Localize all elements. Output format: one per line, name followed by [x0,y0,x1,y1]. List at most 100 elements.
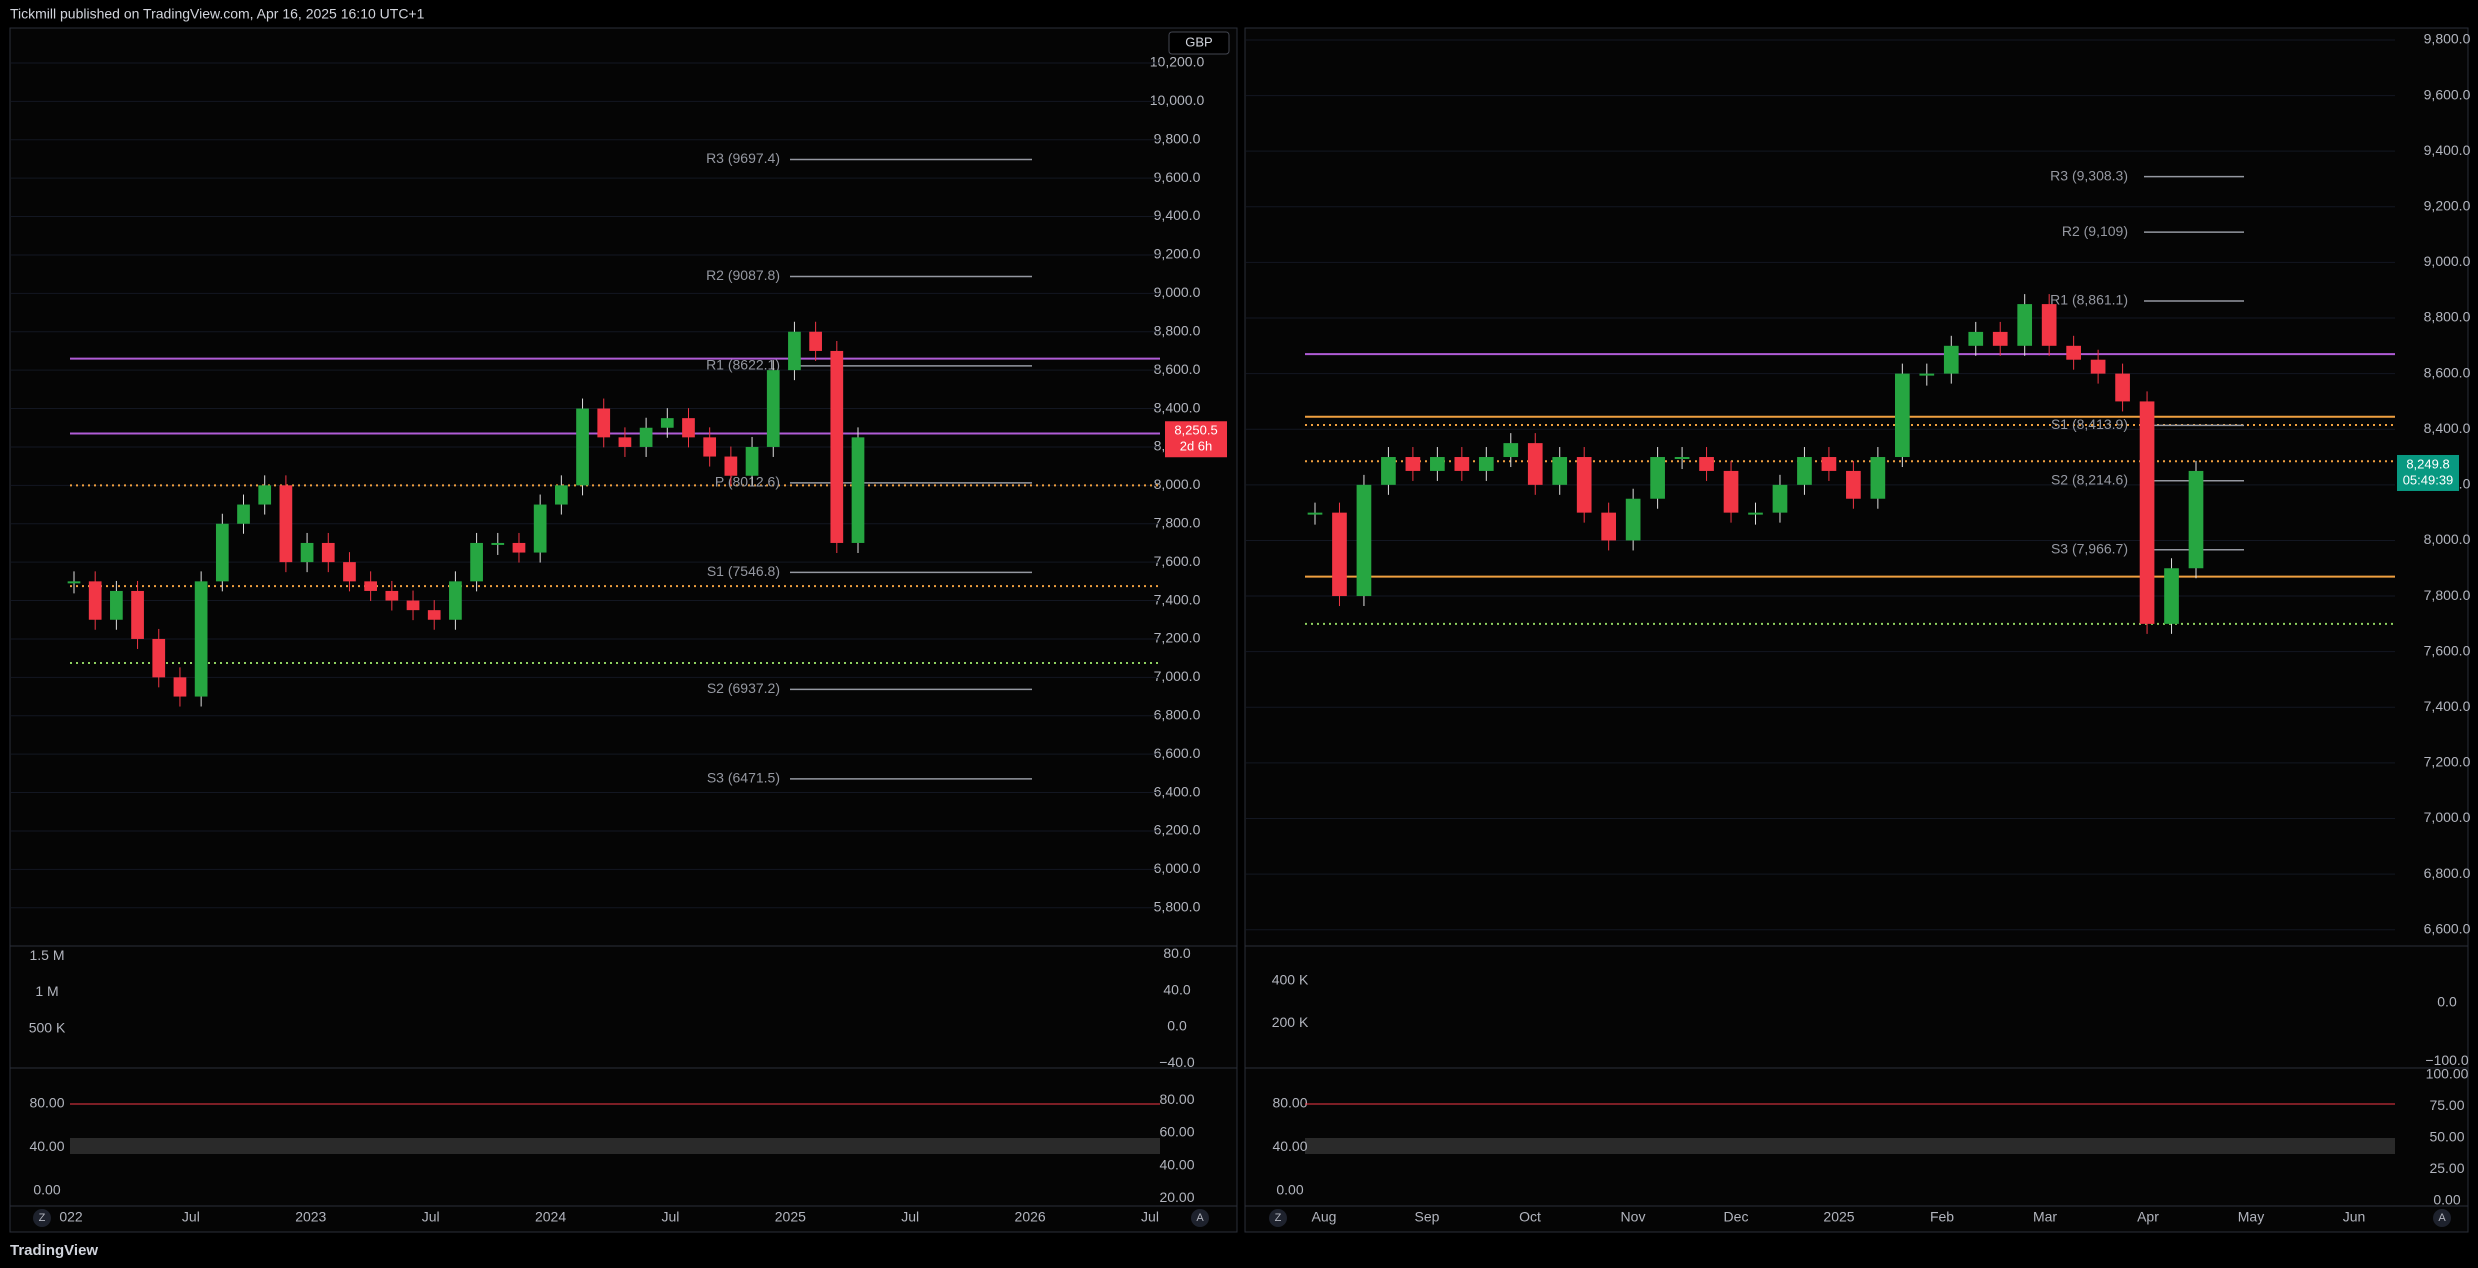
footer-brand: TradingView [10,1242,98,1259]
candle [512,542,526,553]
candle [215,523,229,582]
stoch-band [1305,1138,2395,1154]
candle [1454,457,1470,471]
stoch-right-tick-label: 0.00 [2433,1192,2460,1208]
candle [2188,470,2204,569]
stoch-tick-label: 80.00 [1272,1095,1307,1111]
price-tick-label: 8,800.0 [2424,309,2471,325]
price-tick-label: 10,000.0 [1150,92,1205,108]
time-tick-label: 2023 [295,1209,326,1225]
price-tick-label: 7,000.0 [2424,809,2471,825]
price-tick-label: 7,600.0 [2424,642,2471,658]
price-tick-label: 9,800.0 [1154,130,1201,146]
stoch-tick-label: 40.00 [1272,1138,1307,1154]
price-tick-label: 6,000.0 [1154,860,1201,876]
candle [618,437,632,447]
pivot-label: S3 (6471.5) [707,770,780,786]
price-tag-countdown: 2d 6h [1180,439,1213,454]
time-tick-label: Sep [1415,1209,1440,1225]
pivot-label: R3 (9,308.3) [2050,167,2128,183]
candle [491,542,505,545]
price-tick-label: 7,800.0 [1154,514,1201,530]
volume-tick-label: 1 M [35,983,58,999]
candle [597,408,611,438]
candle [131,590,144,639]
candle [1405,457,1421,471]
candle [1552,457,1568,485]
candle [2139,401,2155,624]
candle [1699,457,1714,471]
candle [788,331,801,371]
stoch-tick-label: 80.00 [29,1095,64,1111]
pivot-label: R2 (9087.8) [706,267,780,283]
header-title: Tickmill published on TradingView.com, A… [10,6,425,22]
price-tick-label: 9,400.0 [2424,142,2471,158]
candle [152,638,166,678]
price-tick-label: 6,800.0 [2424,865,2471,881]
price-tick-label: 10,200.0 [1150,54,1205,70]
candle [2090,359,2106,374]
candle [682,418,695,438]
candle [660,418,674,428]
candle [830,350,844,543]
candle [1625,498,1641,541]
currency-button[interactable] [1168,31,1230,55]
price-tick-label: 9,800.0 [2424,31,2471,47]
time-tick-label: Jul [182,1209,200,1225]
price-tick-label: 6,600.0 [1154,745,1201,761]
price-tick-label: 8,000.0 [1154,476,1201,492]
stoch-right-tick-label: 25.00 [2429,1160,2464,1176]
oscillator-tick-label: 0.0 [2437,994,2457,1010]
candle [554,485,568,505]
volume-tick-label: 500 K [29,1019,66,1035]
time-tick-label: Jun [2343,1209,2366,1225]
volume-tick-label: 1.5 M [29,947,64,963]
candle [766,370,780,447]
stoch-right-tick-label: 100.00 [2426,1065,2469,1081]
candle [385,590,399,601]
candle [1674,457,1690,460]
stoch-right-tick-label: 40.00 [1159,1156,1194,1172]
axis-control-label: A [2438,1212,2446,1224]
time-tick-label: Jul [901,1209,919,1225]
axis-control-label: Z [1275,1212,1282,1224]
candle [406,600,420,611]
stoch-right-tick-label: 75.00 [2429,1097,2464,1113]
candle [449,581,462,620]
candle [576,408,589,486]
pivot-label: S1 (8,413.9) [2051,416,2128,432]
candle [2164,568,2179,624]
price-tick-label: 8,600.0 [1154,361,1201,377]
axis-control[interactable] [1269,1209,1287,1227]
axis-control[interactable] [1191,1209,1209,1227]
oscillator-tick-label: −100.0 [2425,1052,2468,1068]
time-tick-label: Jul [422,1209,440,1225]
axis-control[interactable] [2433,1209,2451,1227]
candle [1527,443,1543,485]
volume-tick-label: 200 K [1272,1014,1309,1030]
price-tick-label: 7,600.0 [1154,553,1201,569]
time-tick-label: Dec [1724,1209,1749,1225]
candle [364,581,378,591]
currency-label: GBP [1185,34,1212,49]
candle [258,485,272,505]
time-tick-label: Mar [2033,1209,2057,1225]
price-tick-label: 8,800.0 [1154,322,1201,338]
stoch-tick-label: 0.00 [33,1182,60,1198]
candle [1870,457,1886,499]
candle [237,504,250,524]
candle [1601,512,1617,541]
candle [2017,304,2033,346]
time-tick-label: May [2238,1209,2264,1225]
price-tag [2397,454,2459,491]
oscillator-tick-label: 40.0 [1163,981,1190,997]
price-tick-label: 6,600.0 [2424,920,2471,936]
stoch-right-tick-label: 60.00 [1159,1124,1194,1140]
price-tick-label: 9,200.0 [1154,246,1201,262]
axis-control[interactable] [33,1209,51,1227]
oscillator-tick-label: 80.0 [1163,945,1190,961]
price-tick-label: 7,800.0 [2424,587,2471,603]
candle [300,542,314,563]
candle [470,542,483,582]
